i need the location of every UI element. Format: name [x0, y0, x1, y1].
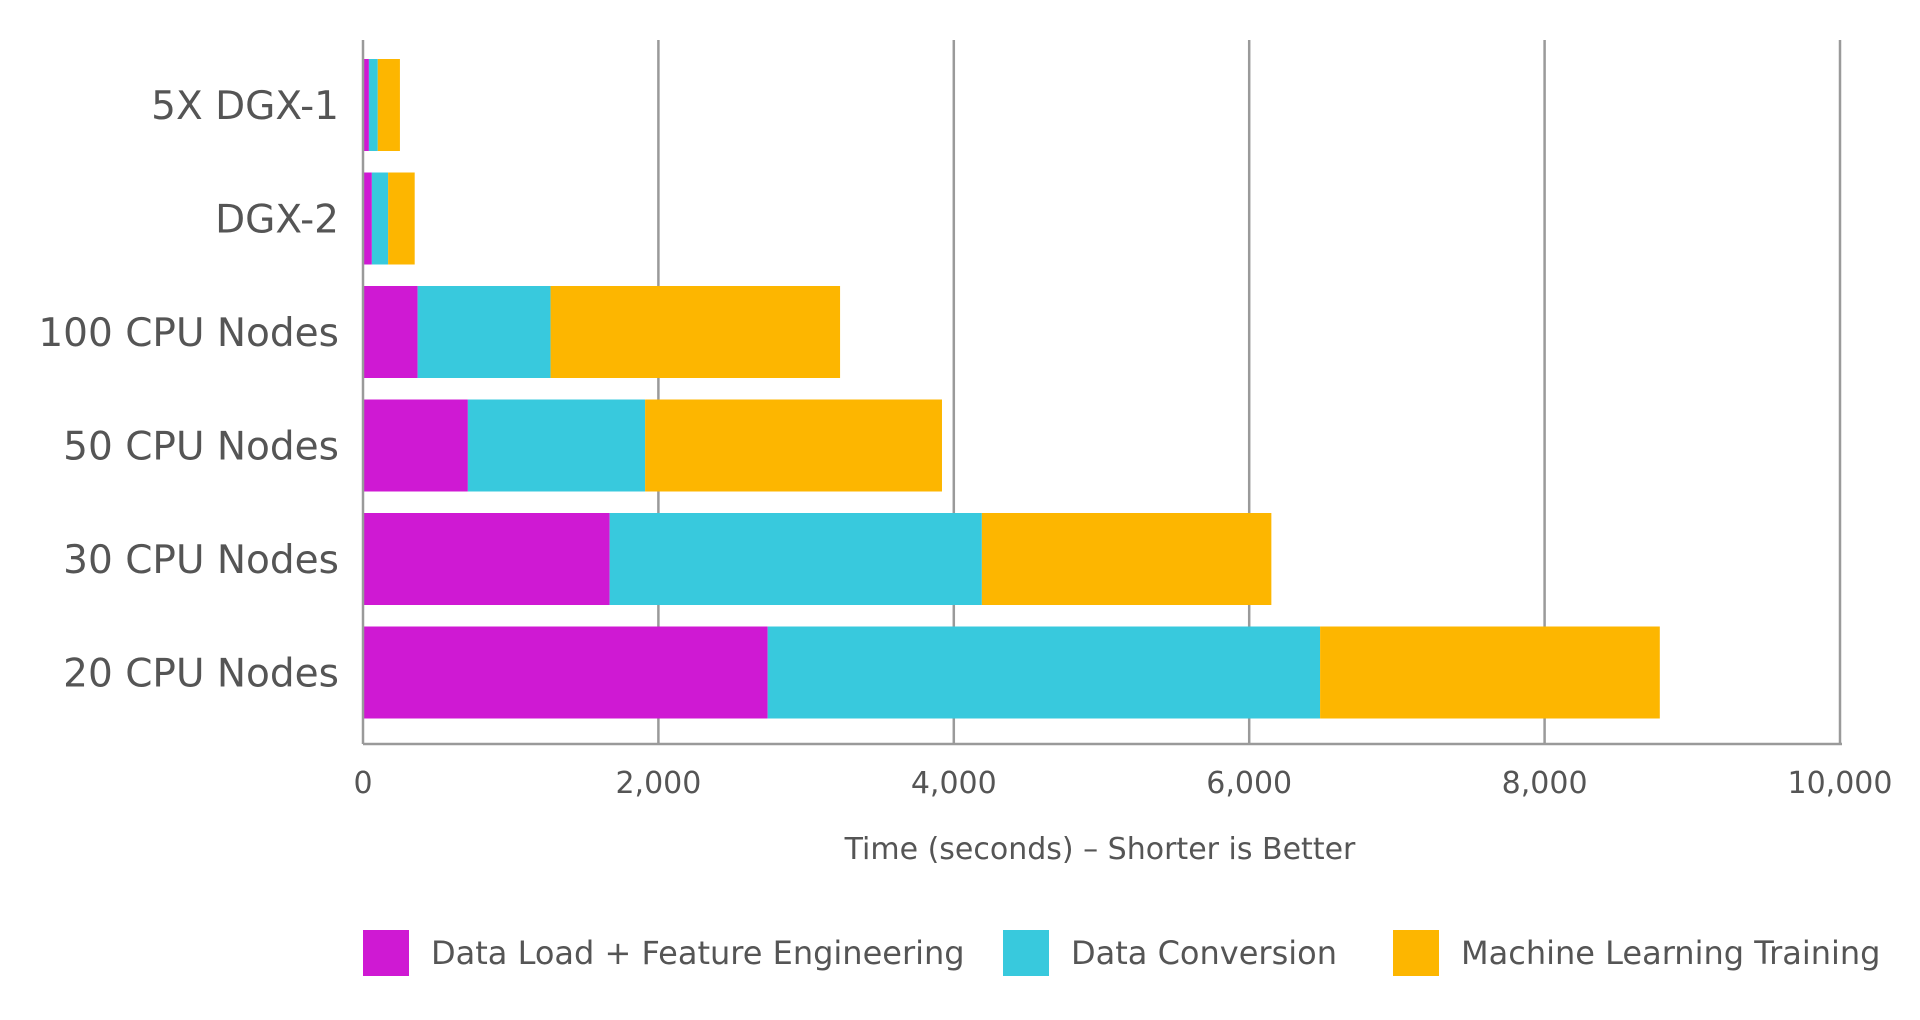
bar-segment [363, 59, 369, 151]
legend-swatch [363, 930, 409, 976]
x-axis-title: Time (seconds) – Shorter is Better [844, 832, 1356, 867]
bar-segment [609, 513, 982, 605]
category-label: 20 CPU Nodes [63, 652, 339, 697]
category-label: 30 CPU Nodes [63, 538, 339, 583]
bar-segment [550, 286, 841, 378]
category-labels: 5X DGX-1 DGX-2 100 CPU Nodes 50 CPU Nodes 30… [38, 84, 339, 697]
x-tick-label: 2,000 [615, 766, 701, 801]
legend-label: Data Load + Feature Engineering [431, 934, 965, 972]
category-label: 50 CPU Nodes [63, 425, 339, 470]
bar-segment [363, 286, 418, 378]
category-label: 5X DGX-1 [151, 84, 339, 129]
legend: Data Load + Feature Engineering Data Conv… [363, 930, 1880, 976]
bar-segment [363, 172, 372, 265]
x-tick-label: 4,000 [911, 766, 997, 801]
category-label: DGX-2 [215, 198, 339, 243]
bar-segment [363, 399, 468, 492]
bars [363, 59, 1660, 719]
bar-segment [371, 172, 389, 265]
bar-segment [377, 59, 400, 151]
legend-label: Machine Learning Training [1461, 934, 1880, 972]
bar-segment [363, 513, 610, 605]
bar-segment [368, 59, 378, 151]
bar-segment [467, 399, 646, 492]
x-tick-labels: 0 2,000 4,000 6,000 8,000 10,000 [353, 766, 1892, 801]
x-tick-label: 6,000 [1206, 766, 1292, 801]
legend-label: Data Conversion [1071, 934, 1337, 972]
bar-segment [1320, 626, 1660, 719]
x-tick-label: 0 [353, 766, 372, 801]
x-tick-label: 8,000 [1502, 766, 1588, 801]
axes [361, 40, 1842, 746]
x-tick-label: 10,000 [1788, 766, 1893, 801]
bar-segment [981, 513, 1272, 605]
bar-segment [645, 399, 942, 492]
bar-segment [417, 286, 551, 378]
bar-segment [363, 626, 768, 719]
bar-segment [388, 172, 415, 265]
bar-segment [767, 626, 1321, 719]
legend-swatch [1003, 930, 1049, 976]
legend-swatch [1393, 930, 1439, 976]
category-label: 100 CPU Nodes [38, 311, 339, 356]
